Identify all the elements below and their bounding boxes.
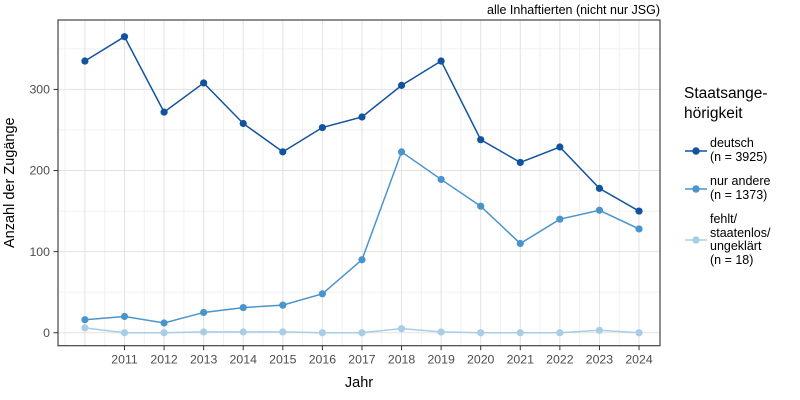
data-point xyxy=(437,57,445,65)
data-point xyxy=(516,158,524,167)
data-point xyxy=(477,136,485,144)
data-point xyxy=(397,148,406,156)
legend-item-deutsch: deutsch (n = 3925) xyxy=(684,136,798,164)
legend: Staatsange- hörigkeit deutsch (n = 3925)… xyxy=(684,84,798,278)
data-point xyxy=(556,329,564,337)
x-tick-label: 2024 xyxy=(625,353,653,367)
legend-label-nur-andere: nur andere (n = 1373) xyxy=(710,174,771,202)
x-tick-label: 2014 xyxy=(230,353,258,367)
data-point xyxy=(516,329,524,337)
legend-item-fehlt: fehlt/ staatenlos/ ungeklärt (n = 18) xyxy=(684,212,798,267)
data-point xyxy=(318,123,326,132)
data-point xyxy=(635,225,643,233)
data-point xyxy=(279,148,287,156)
x-tick-label: 2013 xyxy=(190,353,218,367)
data-point xyxy=(556,143,564,151)
data-point xyxy=(397,325,406,333)
data-point xyxy=(477,202,485,210)
x-tick-label: 2015 xyxy=(269,353,297,367)
y-tick-label: 300 xyxy=(29,83,50,97)
data-point xyxy=(595,326,604,334)
y-tick-label: 200 xyxy=(29,164,50,178)
data-point xyxy=(358,113,366,121)
data-point xyxy=(635,329,643,337)
data-point xyxy=(556,215,564,223)
data-point xyxy=(200,79,208,87)
data-point xyxy=(516,239,524,248)
legend-key-fehlt-icon xyxy=(685,236,707,244)
data-point xyxy=(397,81,406,89)
data-point xyxy=(81,57,89,65)
x-tick-label: 2018 xyxy=(388,353,416,367)
data-point xyxy=(160,108,168,116)
data-point xyxy=(595,184,604,192)
legend-key-deutsch-icon xyxy=(685,146,707,155)
data-point xyxy=(318,290,326,298)
x-tick-label: 2017 xyxy=(348,353,376,367)
plot-title: alle Inhaftierten (nicht nur JSG) xyxy=(487,3,660,17)
x-tick-label: 2016 xyxy=(309,353,337,367)
data-point xyxy=(239,119,247,128)
data-point xyxy=(477,329,485,337)
y-axis-title: Anzahl der Zugänge xyxy=(2,117,18,249)
legend-items: deutsch (n = 3925) nur andere (n = 1373)… xyxy=(684,136,798,267)
legend-item-nur-andere: nur andere (n = 1373) xyxy=(684,174,798,202)
data-point xyxy=(279,328,287,336)
data-point xyxy=(437,175,445,184)
x-axis-title: Jahr xyxy=(344,375,374,391)
y-tick-label: 100 xyxy=(29,245,50,259)
legend-label-deutsch: deutsch (n = 3925) xyxy=(710,136,768,164)
x-tick-label: 2012 xyxy=(150,353,178,367)
x-tick-label: 2019 xyxy=(427,353,455,367)
x-tick-label: 2011 xyxy=(111,353,138,367)
data-point xyxy=(239,328,247,336)
legend-key-nur-andere-icon xyxy=(685,184,707,193)
x-tick-label: 2021 xyxy=(507,353,535,367)
panel-border xyxy=(57,19,661,347)
data-point xyxy=(120,312,129,321)
data-point xyxy=(279,301,287,309)
data-point xyxy=(239,303,247,312)
data-point xyxy=(160,329,168,337)
legend-title: Staatsange- hörigkeit xyxy=(684,85,768,122)
data-point xyxy=(120,33,129,41)
data-point xyxy=(318,329,326,337)
data-point xyxy=(200,308,208,317)
data-point xyxy=(160,319,168,327)
data-point xyxy=(200,328,208,336)
data-point xyxy=(81,316,89,324)
data-point xyxy=(358,256,366,264)
data-point xyxy=(437,328,445,336)
x-tick-label: 2023 xyxy=(586,353,614,367)
data-point xyxy=(595,206,604,214)
legend-label-fehlt: fehlt/ staatenlos/ ungeklärt (n = 18) xyxy=(710,212,771,267)
x-tick-label: 2022 xyxy=(546,353,574,367)
data-point xyxy=(81,324,89,332)
x-tick-label: 2020 xyxy=(467,353,495,367)
data-point xyxy=(635,207,643,215)
data-point xyxy=(358,329,366,337)
y-tick-label: 0 xyxy=(43,326,50,340)
data-point xyxy=(120,329,129,337)
